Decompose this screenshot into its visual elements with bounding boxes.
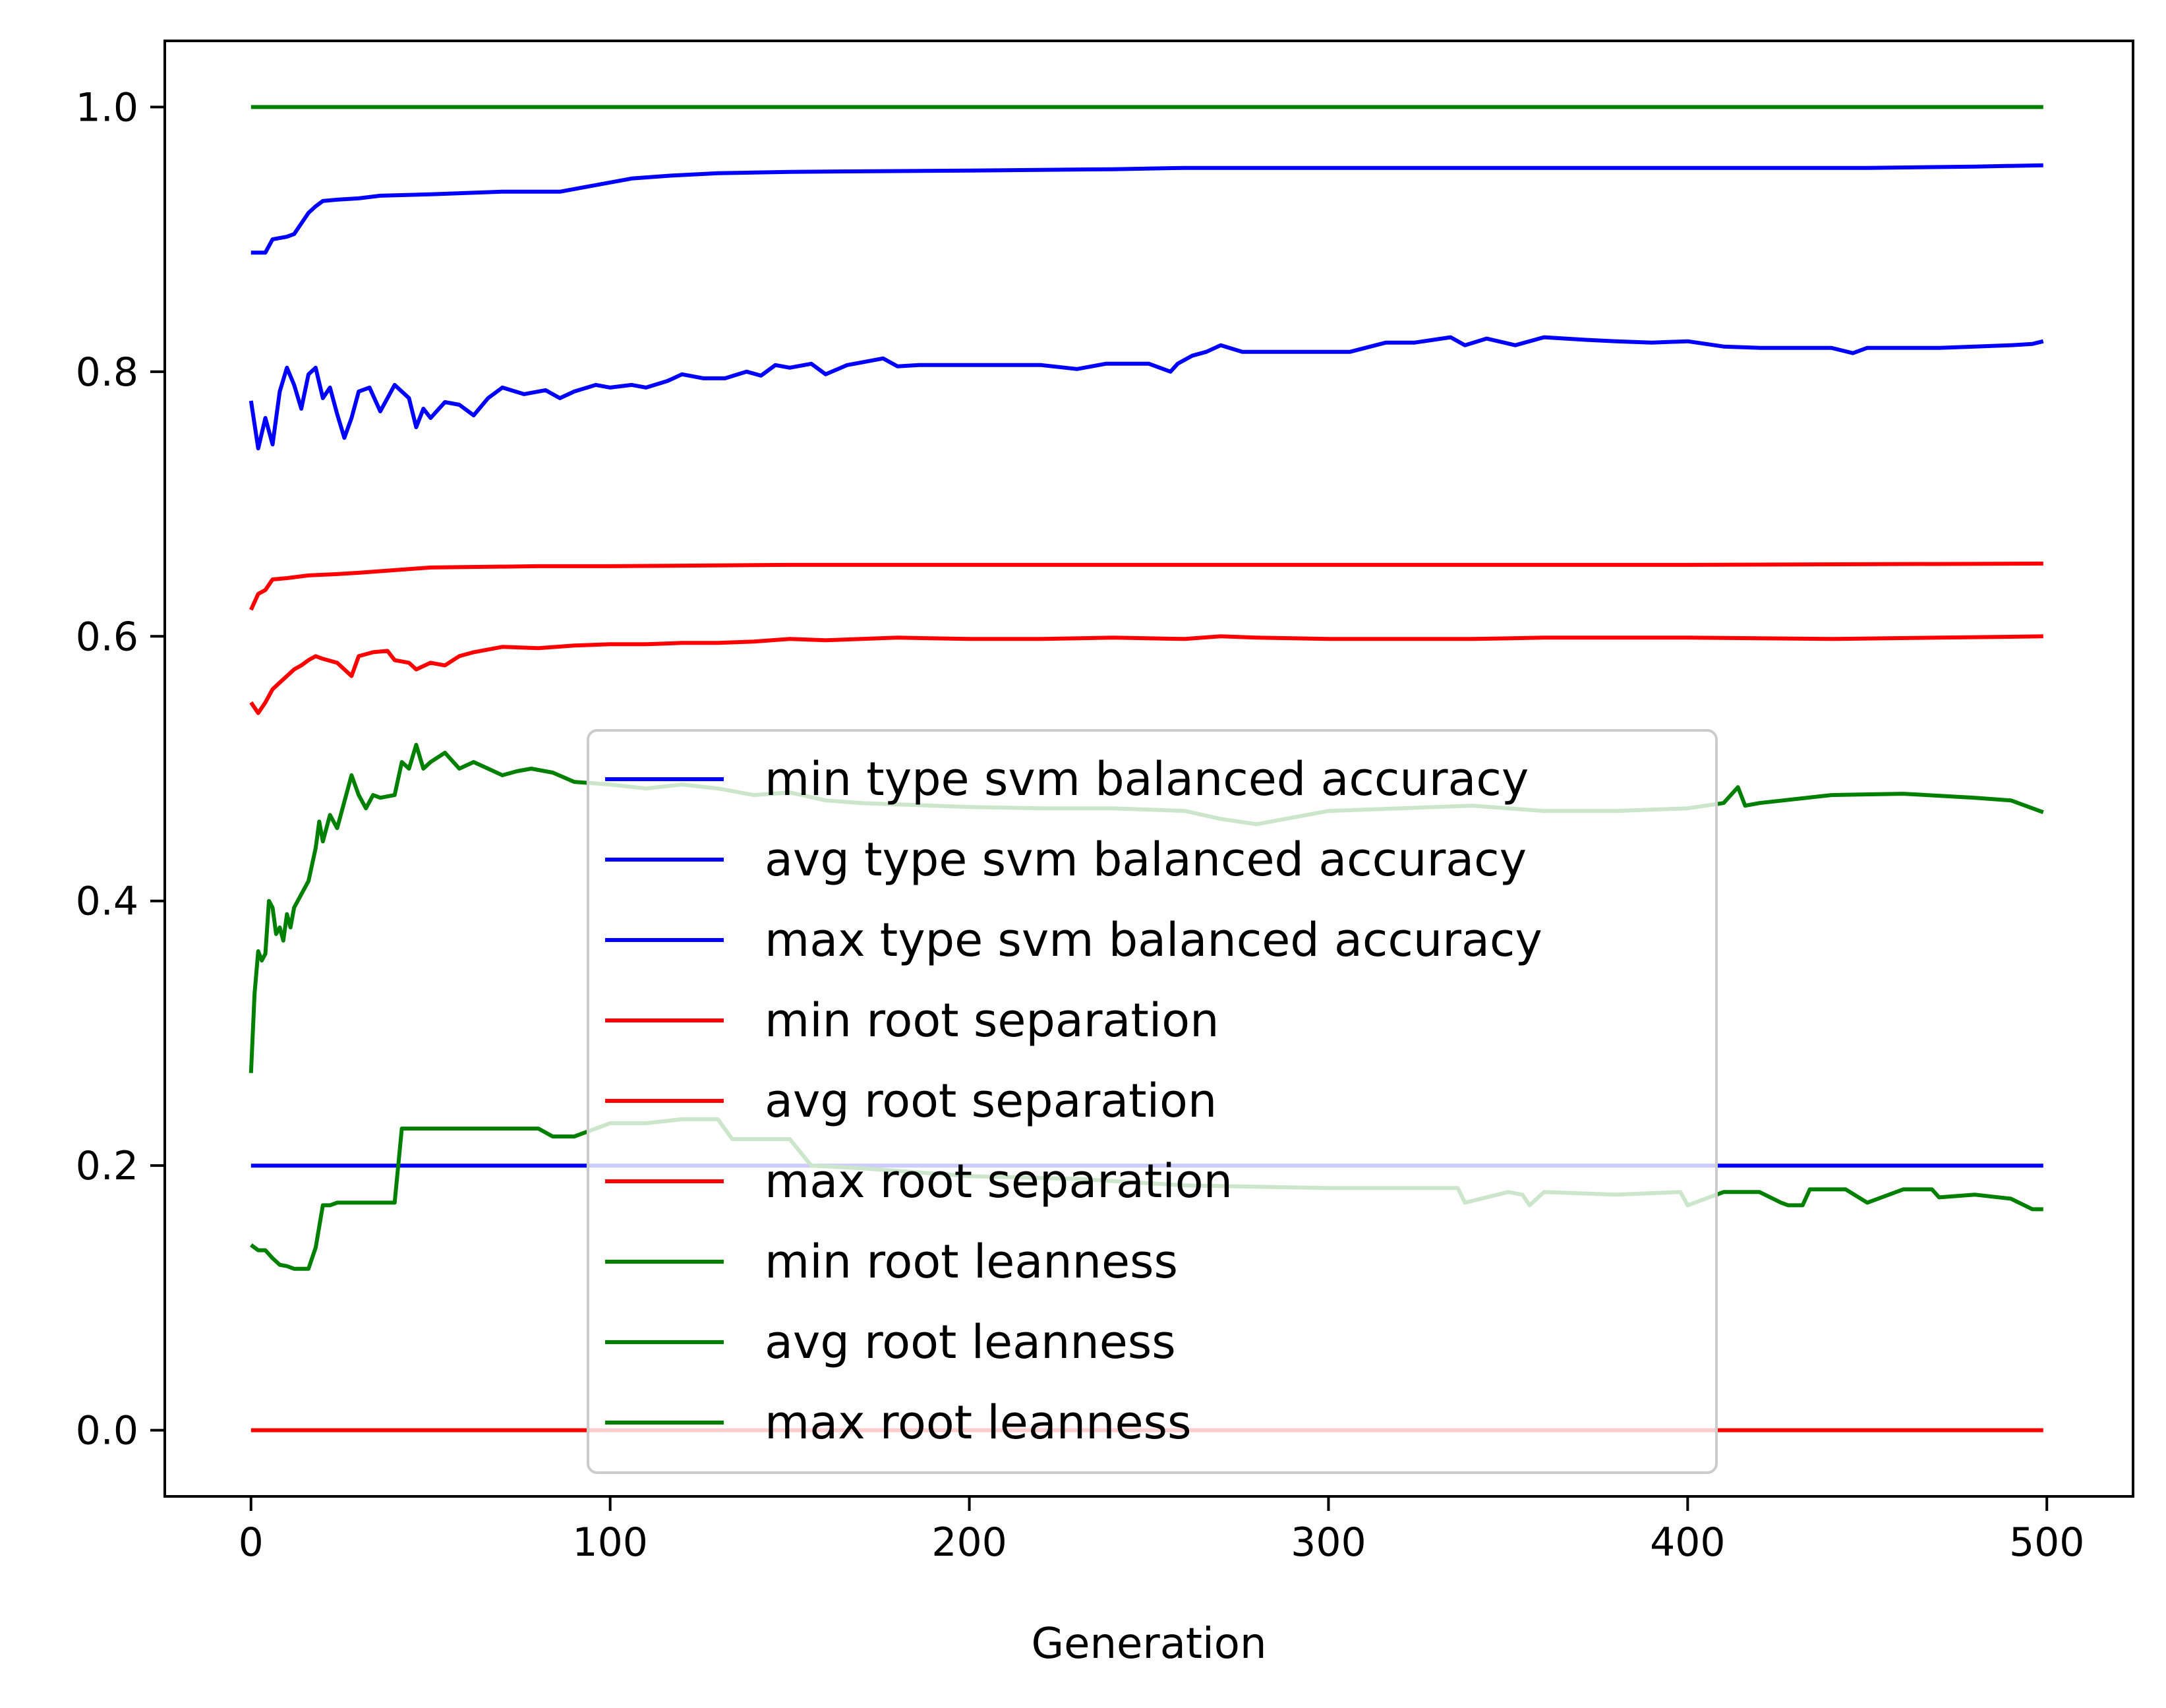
x-tick-label: 200 <box>931 1519 1007 1566</box>
y-tick-label: 1.0 <box>76 84 138 131</box>
x-axis-label: Generation <box>1031 1620 1266 1668</box>
series-line-1 <box>249 335 2044 451</box>
y-tick-label: 0.8 <box>76 349 138 396</box>
legend-box <box>587 729 1718 1474</box>
x-tick-label: 0 <box>239 1519 264 1566</box>
y-tick-label: 0.6 <box>76 614 138 660</box>
legend-label: min root separation <box>765 993 1219 1047</box>
legend-label: avg root leanness <box>765 1315 1176 1369</box>
x-tick-label: 400 <box>1650 1519 1726 1566</box>
legend-label: min root leanness <box>765 1235 1178 1289</box>
legend: min type svm balanced accuracy avg type s… <box>587 729 1718 1474</box>
legend-label: max type svm balanced accuracy <box>765 913 1542 967</box>
legend-label: min type svm balanced accuracy <box>765 752 1529 806</box>
axes: 0 100 200 300 400 500 0.0 0.2 0.4 0.6 0.8 1.0 <box>76 84 2085 1566</box>
legend-label: avg root separation <box>765 1074 1217 1128</box>
series-line-4 <box>249 634 2043 715</box>
x-tick-label: 100 <box>572 1519 648 1566</box>
series-layer <box>249 105 2044 1432</box>
x-tick-label: 300 <box>1291 1519 1366 1566</box>
y-tick-label: 0.0 <box>76 1408 138 1454</box>
x-tick-label: 500 <box>2009 1519 2085 1566</box>
series-line-5 <box>249 561 2043 611</box>
legend-label: avg type svm balanced accuracy <box>765 833 1527 887</box>
y-tick-label: 0.4 <box>76 879 138 925</box>
legend-label: max root separation <box>765 1154 1233 1208</box>
plot-frame <box>163 40 2134 1498</box>
series-line-2 <box>250 163 2043 255</box>
legend-label: max root leanness <box>765 1396 1192 1450</box>
y-tick-label: 0.2 <box>76 1143 138 1189</box>
